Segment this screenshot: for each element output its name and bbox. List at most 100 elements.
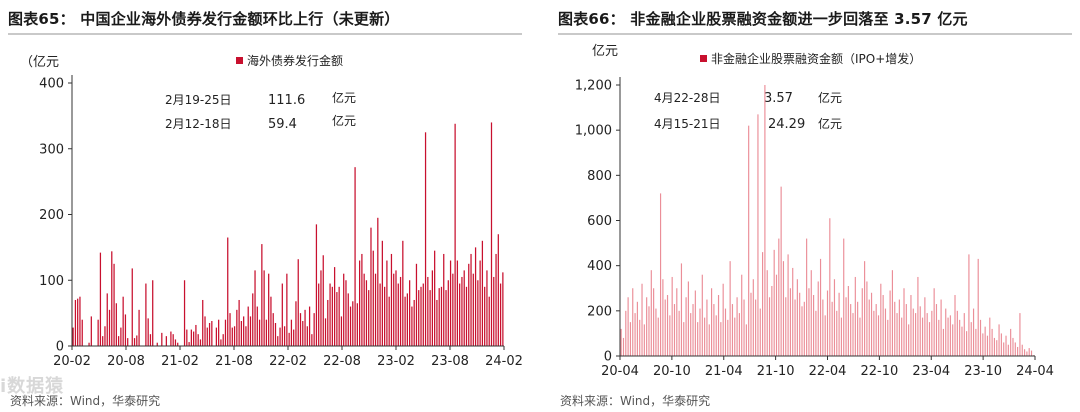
bar (880, 283, 882, 356)
bar (111, 251, 113, 346)
bar (436, 299, 438, 346)
bar (79, 296, 81, 346)
x-tick-label: 22-04 (809, 364, 847, 379)
bar (639, 319, 641, 356)
bar (299, 313, 302, 347)
bar (775, 274, 778, 356)
bar (211, 321, 213, 346)
bar (315, 224, 318, 346)
bar (949, 315, 951, 356)
bar (947, 317, 949, 356)
bar (461, 276, 463, 346)
bar (486, 270, 488, 346)
bar (390, 253, 393, 346)
annotation-value: 24.29 (768, 117, 805, 132)
bar (847, 285, 849, 356)
bar (104, 326, 106, 346)
bar (102, 336, 104, 346)
y-axis-unit: （亿元 (20, 55, 59, 70)
bar (320, 270, 322, 346)
annotation-unit: 亿元 (332, 113, 356, 128)
bar (183, 280, 186, 346)
bar (831, 301, 833, 356)
bar (329, 283, 331, 346)
bar (1003, 342, 1005, 356)
bar (311, 334, 313, 346)
bar (190, 329, 192, 346)
bar (757, 114, 759, 356)
x-tick-label: 23-10 (964, 364, 1002, 379)
y-tick-label: 300 (39, 142, 64, 157)
bar (463, 270, 465, 346)
bar (277, 336, 279, 346)
bar (204, 316, 206, 346)
x-tick-label: 21-10 (757, 364, 795, 379)
y-axis: 0 100 200 300 400 (39, 75, 73, 355)
bar (404, 296, 406, 346)
bar (147, 318, 149, 346)
bar (149, 334, 152, 346)
bar (138, 309, 140, 346)
bar (662, 279, 664, 356)
bar (127, 338, 129, 346)
bar (233, 326, 236, 346)
bar (1005, 335, 1007, 356)
bar (74, 299, 77, 346)
bar (474, 247, 477, 347)
y-tick-label: 400 (39, 77, 64, 92)
bar (935, 304, 938, 356)
bar (495, 253, 497, 346)
bar (748, 125, 750, 357)
bar (636, 301, 638, 356)
bar (372, 250, 374, 346)
bar (655, 308, 657, 356)
bar (919, 306, 921, 356)
bar (131, 268, 133, 346)
bar (1010, 328, 1012, 356)
bar (701, 274, 703, 356)
y-tick-label: 200 (39, 208, 64, 223)
bar (120, 327, 122, 346)
bar (808, 288, 810, 356)
bar (875, 304, 877, 356)
bar (993, 337, 996, 356)
bar (429, 290, 431, 346)
y-tick-label: 0 (604, 350, 612, 365)
bar (676, 288, 678, 356)
bar (395, 270, 397, 346)
source-note: 资料来源：Wind，华泰研究 (10, 394, 161, 408)
bar (729, 261, 731, 356)
bar (434, 250, 436, 346)
bar (306, 326, 308, 346)
bar (680, 263, 683, 356)
bar (966, 331, 968, 356)
annotation-value: 3.57 (764, 91, 793, 106)
bar (440, 286, 443, 346)
bar (982, 333, 984, 356)
bar (470, 253, 472, 346)
bar (224, 319, 227, 346)
bar (887, 319, 889, 356)
bar (338, 286, 340, 346)
bar (1023, 349, 1026, 356)
chart-panel-overseas-bonds: 图表65： 中国企业海外债券发行金额环比上行（未更新） （亿元 海外债券发行金额… (0, 0, 530, 412)
bar (397, 283, 399, 346)
bar (343, 273, 345, 346)
bar (1014, 342, 1016, 356)
annotation-period: 2月19-25日 (165, 93, 232, 107)
bar (968, 254, 970, 357)
bar (258, 319, 261, 346)
bar (422, 283, 424, 346)
bar (77, 298, 79, 346)
bars (72, 122, 504, 347)
bar (759, 308, 761, 356)
bar (449, 260, 452, 346)
bar (308, 306, 311, 346)
bar (374, 273, 377, 346)
x-tick-label: 24-02 (485, 354, 523, 369)
bar (622, 337, 625, 356)
bar (252, 293, 254, 346)
bar (256, 306, 258, 346)
bar (1000, 333, 1002, 356)
bar (824, 315, 826, 356)
